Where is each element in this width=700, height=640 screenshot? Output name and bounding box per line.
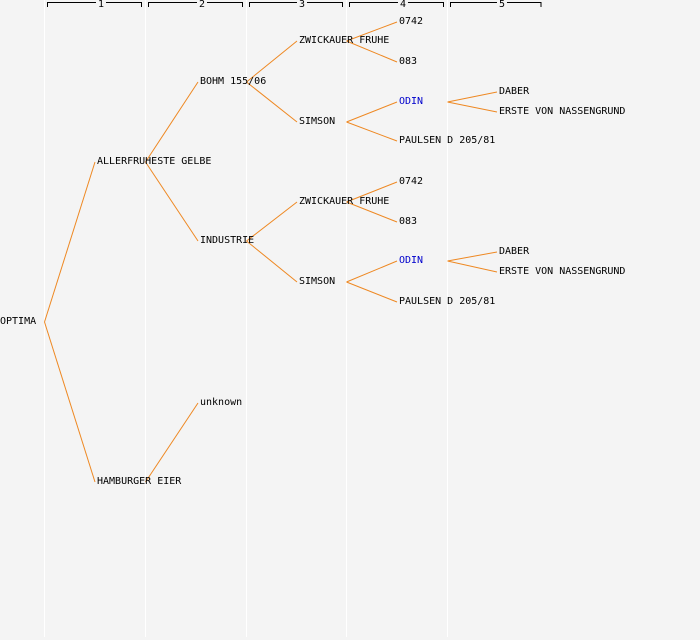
pedigree-edge — [145, 81, 199, 163]
pedigree-edge — [447, 260, 498, 273]
node-allerfruheste-gelbe: ALLERFRUHESTE GELBE — [97, 156, 212, 167]
pedigree-edge — [346, 40, 398, 63]
pedigree-edge — [447, 91, 498, 103]
node-simson-1: SIMSON — [299, 116, 336, 127]
pedigree-edge — [447, 251, 498, 262]
pedigree-edge — [346, 21, 398, 42]
pedigree-edge — [44, 161, 96, 323]
column-bracket — [47, 2, 142, 7]
pedigree-edge — [346, 121, 398, 142]
node-zwickauer-fruhe-2: ZWICKAUER FRUHE — [299, 196, 390, 207]
column-header-4: 4 — [397, 0, 409, 10]
node-083-1: 083 — [399, 56, 418, 67]
column-header-5: 5 — [496, 0, 508, 10]
column-bracket — [450, 2, 542, 7]
pedigree-edge — [346, 260, 398, 283]
node-industrie: INDUSTRIE — [200, 235, 255, 246]
pedigree-edge — [346, 101, 398, 123]
column-bracket — [249, 2, 343, 7]
pedigree-edge — [44, 321, 96, 483]
column-bracket — [349, 2, 444, 7]
node-simson-2: SIMSON — [299, 276, 336, 287]
node-0742-1: 0742 — [399, 16, 424, 27]
node-hamburger-eier: HAMBURGER EIER — [97, 476, 182, 487]
node-erste-von-nassengrund-1: ERSTE VON NASSENGRUND — [499, 106, 626, 117]
pedigree-edge — [346, 281, 398, 303]
column-header-3: 3 — [296, 0, 308, 10]
node-odin-2[interactable]: ODIN — [399, 255, 424, 266]
column-header-1: 1 — [95, 0, 107, 10]
column-header-2: 2 — [196, 0, 208, 10]
node-erste-von-nassengrund-2: ERSTE VON NASSENGRUND — [499, 266, 626, 277]
column-bracket — [148, 2, 243, 7]
pedigree-edge — [246, 40, 298, 83]
node-odin-1[interactable]: ODIN — [399, 96, 424, 107]
pedigree-edge — [246, 240, 298, 283]
node-083-2: 083 — [399, 216, 418, 227]
pedigree-edge — [145, 161, 199, 242]
node-bohm-155-06: BOHM 155/06 — [200, 76, 267, 87]
pedigree-edge — [447, 101, 498, 113]
pedigree-edge — [346, 201, 398, 223]
pedigree-edge — [246, 81, 298, 123]
node-zwickauer-fruhe-1: ZWICKAUER FRUHE — [299, 35, 390, 46]
node-paulsen-d-205-81-1: PAULSEN D 205/81 — [399, 135, 496, 146]
pedigree-edge — [145, 402, 199, 483]
node-paulsen-d-205-81-2: PAULSEN D 205/81 — [399, 296, 496, 307]
node-optima: OPTIMA — [0, 316, 37, 327]
node-daber-1: DABER — [499, 86, 530, 97]
pedigree-edge — [346, 181, 398, 203]
node-0742-2: 0742 — [399, 176, 424, 187]
pedigree-edge — [246, 201, 298, 242]
node-unknown: unknown — [200, 397, 243, 408]
node-daber-2: DABER — [499, 246, 530, 257]
